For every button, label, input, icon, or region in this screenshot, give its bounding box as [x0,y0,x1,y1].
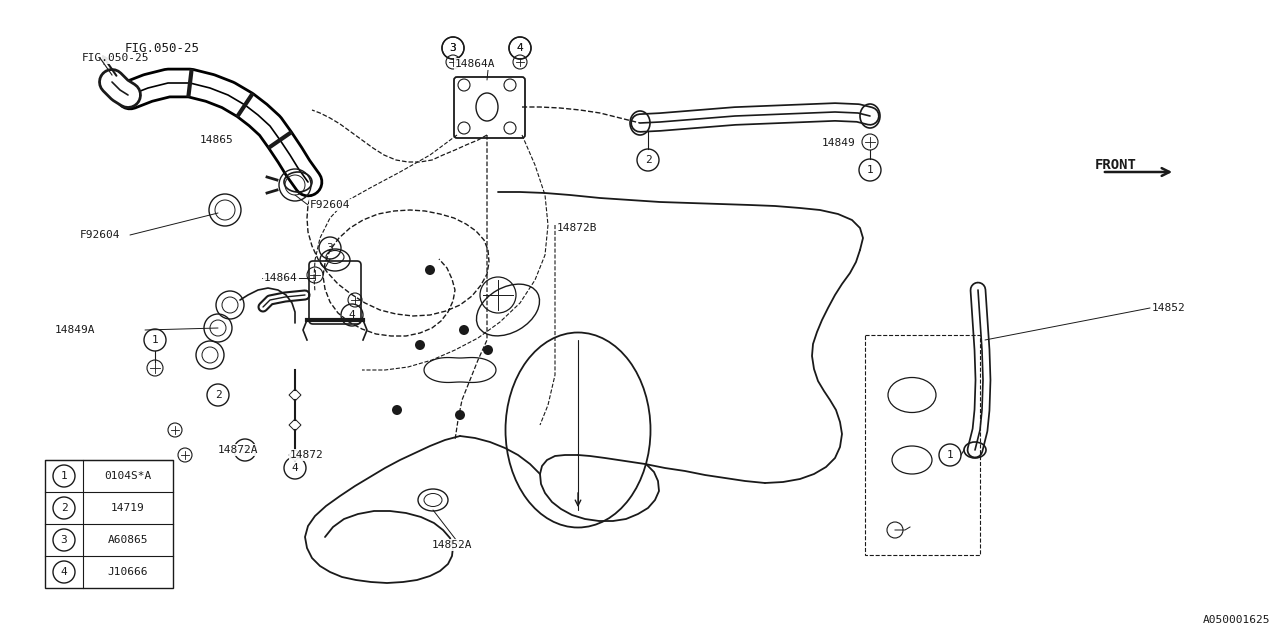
Text: FIG.050-25: FIG.050-25 [82,53,150,63]
Text: 14719: 14719 [111,503,145,513]
Text: F92604: F92604 [310,200,351,210]
Text: 3: 3 [326,243,333,253]
Text: 14864: 14864 [264,273,298,283]
Text: 4: 4 [517,43,524,53]
Text: 3: 3 [449,43,457,53]
Text: A60865: A60865 [108,535,148,545]
Text: 14864A: 14864A [454,59,495,69]
Text: A050001625: A050001625 [1202,615,1270,625]
Text: F92604: F92604 [79,230,120,240]
Text: 1: 1 [947,450,954,460]
Bar [865,335,980,555]
Text: J10666: J10666 [108,567,148,577]
Circle shape [454,410,465,420]
Text: 1: 1 [60,471,68,481]
Text: 4: 4 [292,463,298,473]
Text: 14852A: 14852A [433,540,472,550]
Text: 2: 2 [645,155,652,165]
Text: 14849A: 14849A [55,325,96,335]
Circle shape [460,325,468,335]
Text: 14872B: 14872B [557,223,598,233]
Text: 3: 3 [449,43,457,53]
Text: 14872: 14872 [291,450,324,460]
Text: 1: 1 [867,165,873,175]
Text: 4: 4 [517,43,524,53]
Text: 4: 4 [348,310,356,320]
Text: 1: 1 [151,335,159,345]
Bar [45,460,173,588]
Text: 3: 3 [242,445,248,455]
Text: 2: 2 [215,390,221,400]
Text: 14865: 14865 [200,135,234,145]
Text: FRONT: FRONT [1094,158,1137,172]
Text: 3: 3 [60,535,68,545]
Text: 14852: 14852 [1152,303,1185,313]
Text: 0104S*A: 0104S*A [105,471,151,481]
Circle shape [483,345,493,355]
Text: FIG.050-25: FIG.050-25 [125,42,200,54]
Text: 4: 4 [60,567,68,577]
Circle shape [392,405,402,415]
Text: 2: 2 [60,503,68,513]
Text: 14872A: 14872A [218,445,259,455]
Circle shape [425,265,435,275]
Circle shape [415,340,425,350]
Text: 14849: 14849 [822,138,856,148]
